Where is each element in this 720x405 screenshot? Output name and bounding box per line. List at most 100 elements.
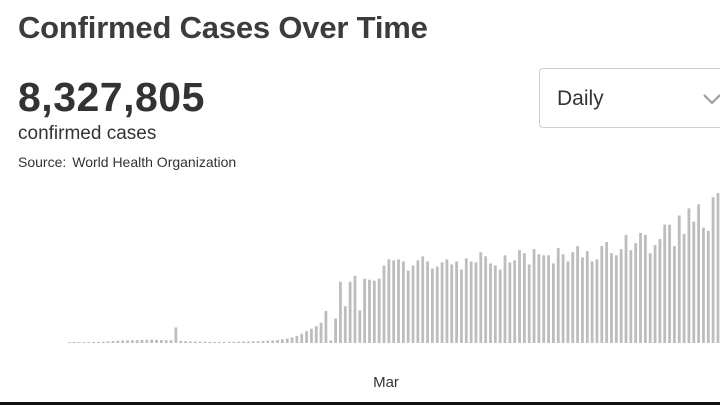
bar [600,246,604,343]
bar [179,340,183,343]
bar [474,262,478,343]
bar [339,281,342,343]
bar [687,208,691,343]
bar [237,341,241,343]
bar [97,342,100,343]
bar [193,341,197,343]
bar [711,197,715,343]
bar [590,261,594,343]
bar [184,341,187,343]
bar [493,265,497,343]
bar [300,333,304,343]
bar [542,255,546,343]
bar [624,234,628,343]
bar [469,261,473,343]
bar [247,341,250,343]
bar [242,341,246,343]
bar [77,342,81,343]
bar [334,318,337,343]
total-cases-count: 8,327,805 [18,74,205,120]
bar [280,339,284,343]
total-cases-label: confirmed cases [18,123,157,144]
bar [198,341,202,343]
bar [513,260,517,343]
bar [450,264,454,343]
bar [82,342,86,343]
bar [605,242,609,343]
bar [527,264,531,343]
bar [522,253,526,343]
bar [426,261,429,343]
bar [537,254,541,343]
bar [464,258,468,343]
bar [411,265,415,343]
bar [653,245,657,343]
bar [314,326,318,343]
bar [121,340,125,343]
bar [668,224,671,343]
x-tick-label: Mar [373,374,399,391]
cases-bar-chart: Mar [68,193,720,391]
bar [126,340,129,343]
bar [285,338,289,343]
bar [489,263,492,343]
bar [639,232,642,343]
bar [503,255,507,343]
bars-group [68,193,720,343]
bar [581,257,584,343]
bar [455,261,458,343]
bar [169,340,173,343]
bar [416,260,420,343]
bar [92,342,95,343]
bar [164,340,168,343]
bar [397,259,400,343]
bar [440,262,444,343]
bar [585,251,589,343]
bar [673,246,676,343]
bar [431,268,434,343]
bar [353,275,357,343]
bar [87,342,91,343]
bar [677,215,681,343]
bar [460,269,463,343]
bar [556,248,560,343]
bar [518,250,521,343]
bar [576,246,579,343]
bar [387,259,391,343]
bar [421,256,425,343]
bar [716,193,720,343]
bar [213,341,216,343]
bar [324,310,328,343]
bar [363,278,367,343]
bar [72,342,76,343]
bar [295,335,299,343]
bar [145,339,149,343]
bar [256,341,260,343]
bar [401,261,405,343]
bar [222,341,226,343]
bar [271,340,275,343]
range-select[interactable]: Daily [539,68,720,128]
source-name: World Health Organization [72,154,237,170]
range-select-value: Daily [557,87,604,110]
bar [706,230,710,343]
bar [140,339,144,343]
bar [232,341,236,343]
bar [189,341,192,343]
bar [343,306,347,343]
bar [566,261,570,343]
bar [571,252,575,343]
bar [610,253,613,343]
bar [266,340,270,343]
bar [68,342,71,343]
bar [348,281,352,343]
bar [484,256,488,343]
bar [329,340,333,343]
page-title: Confirmed Cases Over Time [18,10,428,45]
bar [106,341,110,343]
bar [702,227,705,343]
bar [595,259,599,343]
bar [658,238,662,343]
bar [155,339,158,343]
bar [111,340,115,343]
